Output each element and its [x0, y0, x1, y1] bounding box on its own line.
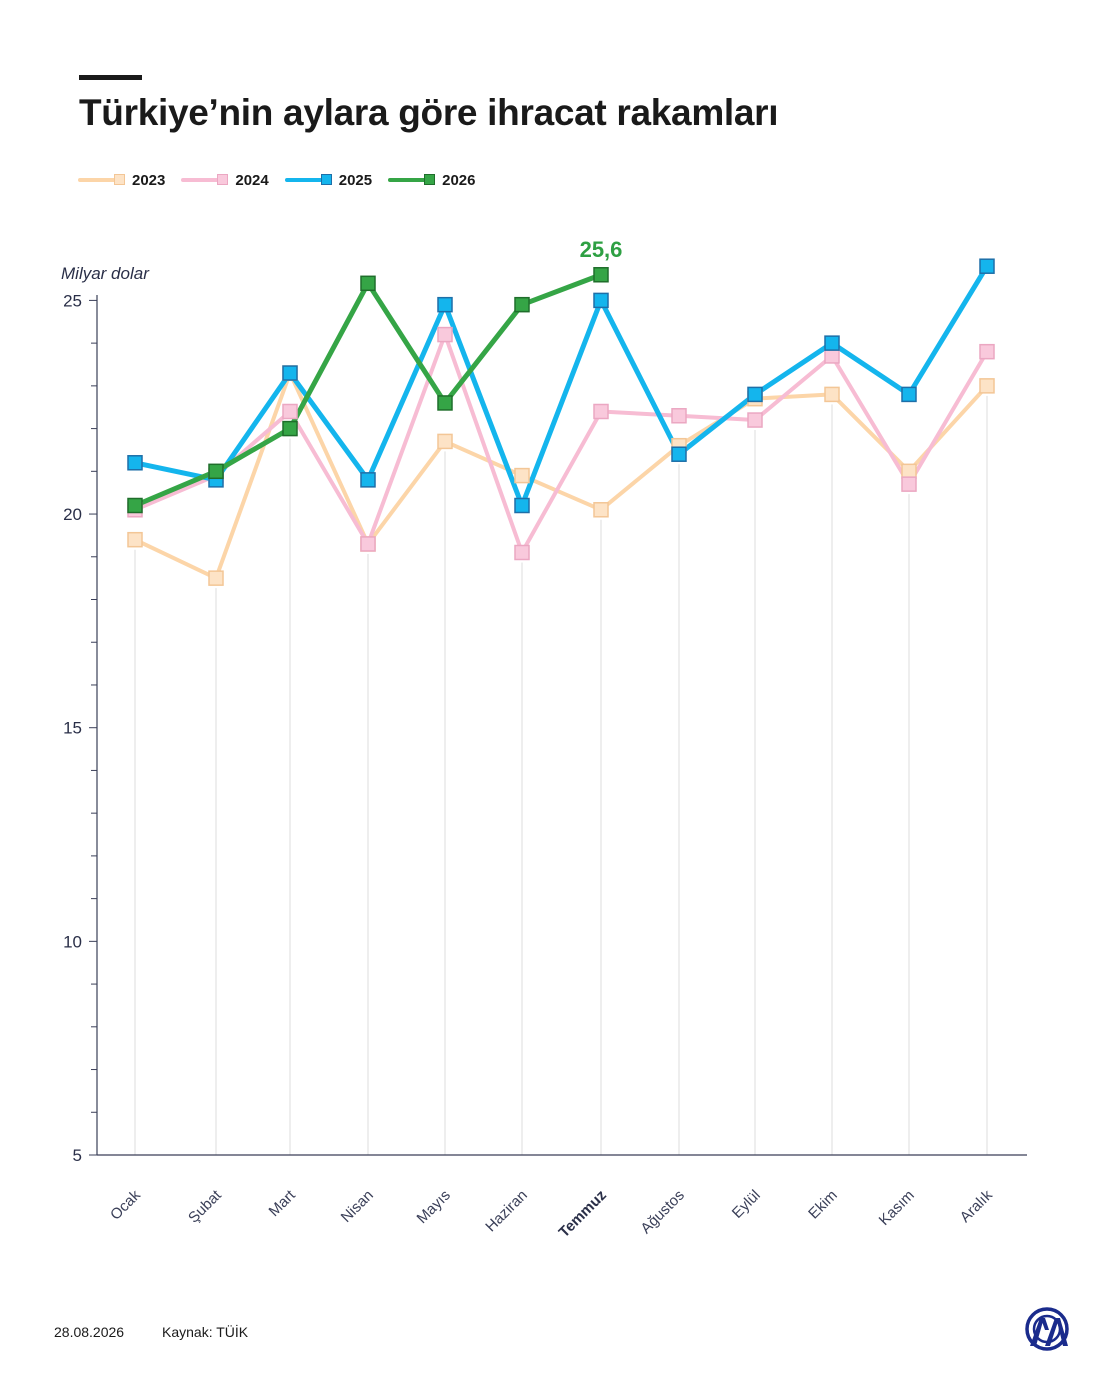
- series-line-2025: [132, 263, 990, 509]
- data-point-2025: [437, 296, 453, 313]
- data-point-2025: [747, 386, 763, 403]
- data-point-2024: [901, 476, 917, 492]
- legend-marker: [217, 174, 229, 185]
- data-point-2023: [437, 433, 453, 450]
- y-tick-label: 20: [63, 505, 82, 524]
- x-tick-label: Ağustos: [637, 1187, 687, 1237]
- title-accent-bar: [79, 75, 142, 80]
- data-point-2026: [360, 275, 376, 292]
- x-tick-label: Haziran: [482, 1187, 531, 1236]
- series-line-2024: [133, 332, 989, 555]
- x-tick-label: Mayıs: [414, 1187, 454, 1227]
- series-line-2023: [133, 371, 989, 581]
- legend-item-2024: 2024: [181, 170, 269, 190]
- x-tick-label: Kasım: [876, 1187, 918, 1229]
- data-point-2026: [514, 296, 530, 313]
- chart-legend: 2023 2024 2025 2026: [78, 170, 476, 190]
- data-point-2026: [593, 267, 609, 283]
- legend-marker: [424, 174, 436, 185]
- data-point-2026: [208, 463, 224, 480]
- footer-source: Kaynak: TÜİK: [162, 1324, 249, 1340]
- x-tick-label: Temmuz: [556, 1187, 610, 1241]
- data-point-2023: [901, 463, 917, 480]
- legend-line: [181, 178, 228, 182]
- data-point-2025: [514, 497, 530, 514]
- legend-swatch: [284, 170, 332, 190]
- legend-swatch: [78, 170, 125, 190]
- data-point-2024: [979, 343, 995, 360]
- y-axis-label: Milyar dolar: [61, 264, 150, 283]
- data-point-2024: [747, 412, 763, 428]
- aa-logo: [1025, 1307, 1069, 1351]
- data-point-2023: [593, 502, 609, 518]
- legend-item-2023: 2023: [78, 170, 165, 190]
- data-point-2026: [127, 497, 143, 514]
- data-point-2025: [593, 292, 609, 309]
- data-point-2025: [979, 258, 995, 274]
- y-tick-label: 5: [73, 1146, 82, 1165]
- line-chart: 5 10 15 20 25 Milyar dolar Ocak Şubat Mart Nisan M…: [61, 237, 1027, 1241]
- series-line-2026: [132, 272, 604, 509]
- y-tick-label: 10: [63, 932, 82, 951]
- legend-swatch: [181, 170, 229, 190]
- data-point-2024: [437, 326, 453, 343]
- data-point-2025: [360, 472, 376, 488]
- x-tick-label: Şubat: [185, 1186, 225, 1226]
- x-tick-label: Aralık: [957, 1186, 996, 1225]
- data-point-2026: [282, 420, 298, 437]
- data-point-2023: [127, 531, 143, 548]
- legend-item-2026: 2026: [388, 170, 476, 190]
- legend-line: [78, 178, 124, 182]
- data-point-2024: [282, 403, 298, 420]
- data-point-2023: [824, 386, 840, 403]
- data-point-2024: [360, 536, 376, 552]
- legend-label: 2025: [338, 171, 373, 189]
- legend-label: 2024: [235, 171, 269, 189]
- data-point-2026: [437, 395, 453, 411]
- x-tick-label: Eylül: [729, 1187, 764, 1222]
- legend-item-2025: 2025: [284, 170, 373, 190]
- data-point-2025: [901, 386, 917, 403]
- data-point-2024: [514, 544, 530, 561]
- page-title: Türkiye’nin aylara göre ihracat rakamlar…: [79, 92, 779, 133]
- footer-date: 28.08.2026: [54, 1324, 125, 1340]
- data-point-2025: [671, 446, 687, 462]
- legend-swatch: [388, 170, 436, 190]
- x-tick-label: Ocak: [107, 1186, 144, 1223]
- data-point-2024: [824, 348, 840, 364]
- x-tick-label: Ekim: [805, 1187, 841, 1223]
- legend-marker: [114, 174, 125, 185]
- data-point-2024: [593, 403, 609, 420]
- legend-label: 2026: [442, 171, 476, 189]
- legend-line: [388, 178, 435, 182]
- data-point-2023: [208, 570, 224, 586]
- legend-label: 2023: [132, 171, 166, 189]
- data-point-2025: [127, 455, 143, 471]
- data-point-2025: [282, 365, 298, 381]
- legend-marker: [320, 174, 332, 185]
- y-tick-label: 25: [63, 291, 82, 310]
- value-annotation: 25,6: [580, 237, 623, 262]
- x-tick-label: Nisan: [338, 1187, 377, 1226]
- data-point-2025: [824, 335, 840, 351]
- x-tick-label: Mart: [266, 1186, 300, 1220]
- y-tick-label: 15: [63, 719, 82, 738]
- data-point-2024: [671, 408, 687, 424]
- legend-line: [284, 178, 331, 182]
- data-point-2023: [979, 378, 995, 394]
- data-point-2023: [514, 467, 530, 484]
